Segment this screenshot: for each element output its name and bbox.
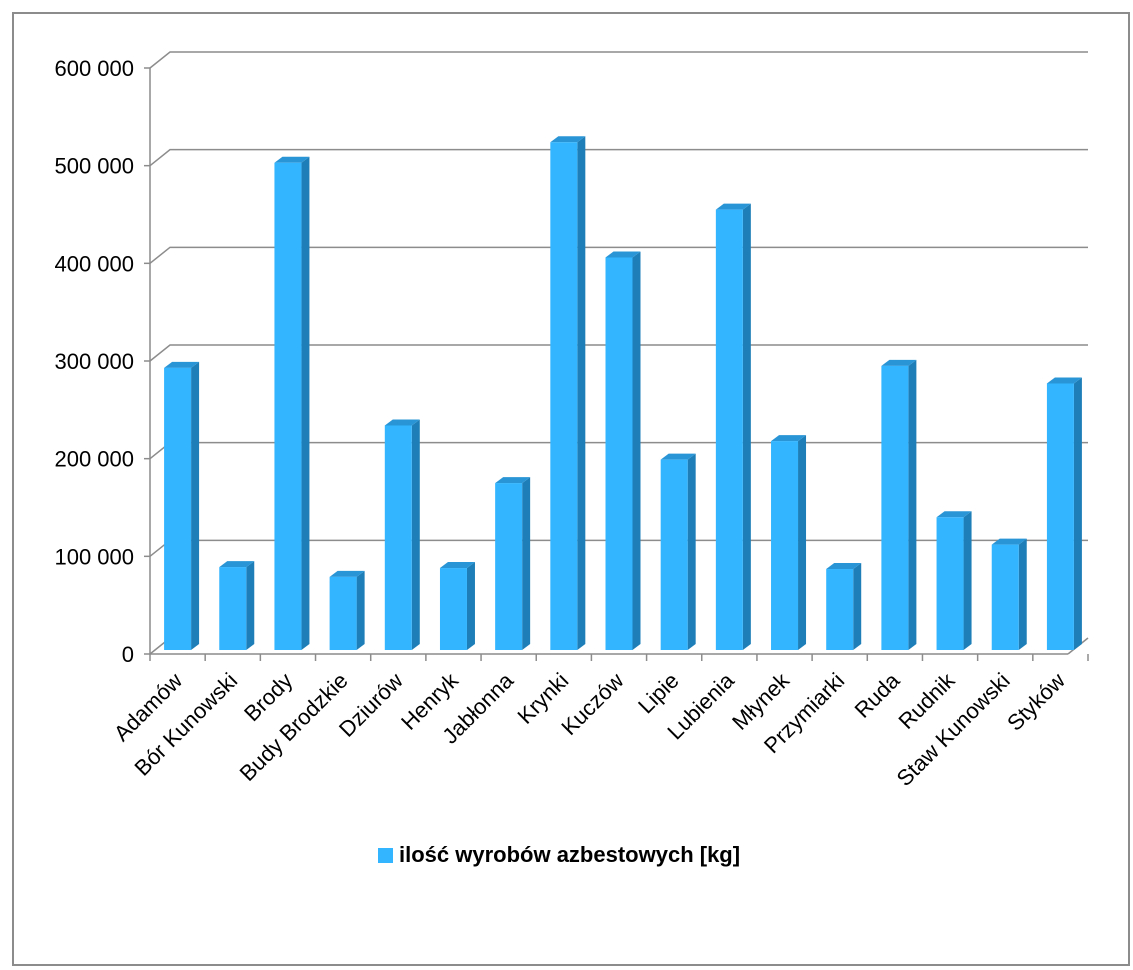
bar-top — [936, 511, 972, 518]
y-tick-label: 600 000 — [54, 56, 134, 81]
bar-top — [274, 156, 310, 163]
bar-top — [550, 136, 586, 143]
gridline — [149, 51, 1088, 69]
gridline — [149, 246, 1088, 264]
y-tick-label: 100 000 — [54, 544, 134, 569]
legend: ilość wyrobów azbestowych [kg] — [378, 840, 740, 870]
bar-top — [826, 563, 862, 570]
bar-side — [742, 203, 751, 650]
bar — [881, 365, 909, 650]
x-category-label: Lipie — [633, 668, 684, 719]
bar-side — [466, 562, 475, 650]
y-tick-label: 500 000 — [54, 154, 134, 179]
bar-side — [798, 435, 807, 650]
bar-side — [632, 251, 641, 650]
bar-side — [1018, 538, 1027, 650]
x-category-label: Styków — [1002, 668, 1070, 736]
gridline — [149, 344, 1088, 362]
bar-side — [577, 136, 586, 650]
bar-top — [439, 562, 475, 569]
bar — [605, 257, 633, 650]
bar — [495, 483, 523, 650]
bar-top — [1046, 377, 1082, 384]
bar-top — [219, 561, 255, 568]
y-tick-label: 200 000 — [54, 447, 134, 472]
bar-side — [908, 359, 917, 650]
bar-side — [411, 419, 420, 650]
bar-side — [963, 511, 972, 650]
legend-label: ilość wyrobów azbestowych [kg] — [399, 842, 741, 867]
bar-side — [356, 570, 365, 650]
legend-swatch — [378, 847, 393, 863]
bar — [991, 544, 1019, 650]
bar — [219, 567, 247, 650]
bar-top — [164, 361, 200, 368]
bar-top — [771, 435, 807, 442]
y-tick-label: 0 — [122, 642, 134, 667]
x-category-label: Kuczów — [556, 668, 628, 740]
gridline — [149, 148, 1088, 167]
y-tick-label: 300 000 — [54, 349, 134, 374]
bar — [771, 441, 799, 650]
bar-side — [191, 361, 200, 650]
bar — [439, 568, 467, 650]
bar-side — [853, 563, 862, 650]
bar-side — [246, 561, 255, 650]
bar — [660, 459, 688, 650]
bar-top — [495, 477, 531, 484]
bar — [274, 162, 302, 650]
bar-top — [605, 251, 641, 258]
bar — [826, 569, 854, 650]
bar — [715, 209, 743, 650]
bar-top — [660, 453, 696, 460]
bar-side — [301, 156, 310, 650]
bar — [1046, 383, 1074, 650]
bar-top — [329, 570, 365, 577]
bar — [550, 142, 578, 650]
bar — [936, 517, 964, 650]
bar-side — [687, 453, 696, 650]
bar-top — [715, 203, 751, 210]
y-tick-label: 400 000 — [54, 251, 134, 276]
bar-side — [522, 477, 531, 650]
bar — [329, 576, 357, 650]
bar-top — [991, 538, 1027, 545]
bar-top — [384, 419, 420, 426]
bar — [164, 367, 192, 650]
bar-top — [881, 359, 917, 366]
bar-side — [1073, 377, 1082, 650]
bar — [384, 425, 412, 650]
